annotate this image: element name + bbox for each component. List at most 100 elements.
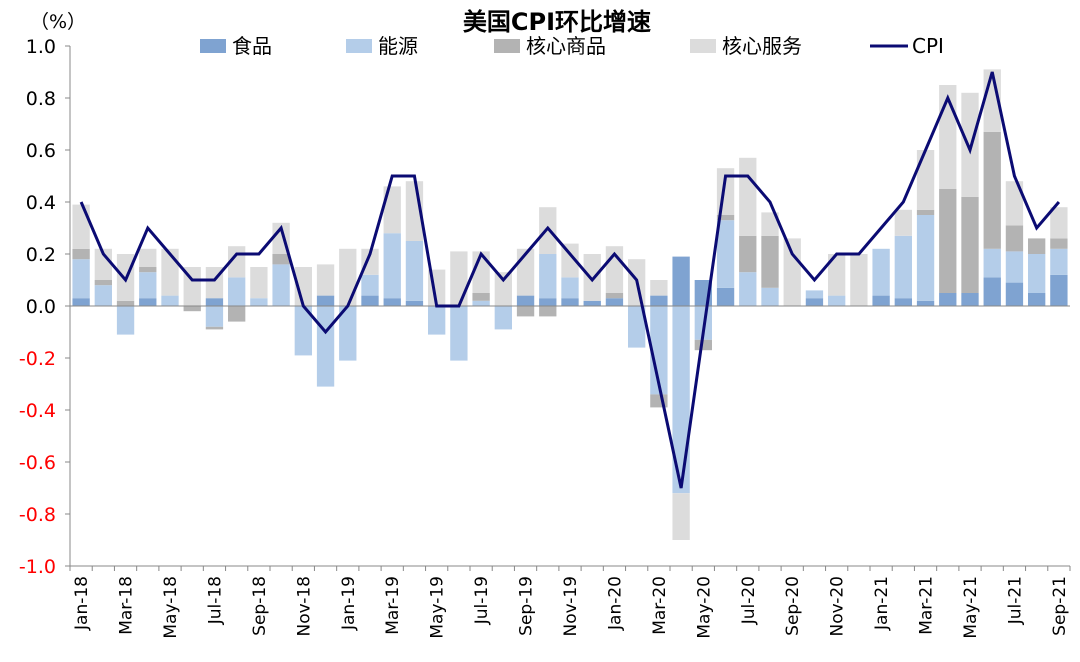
legend-label-食品: 食品	[232, 34, 272, 58]
bar-May-19-能源	[428, 306, 446, 335]
bar-Jul-21-核心商品	[1005, 225, 1024, 252]
bar-Feb-21-核心服务	[894, 209, 912, 236]
y-tick-label: 0.0	[26, 296, 56, 318]
bar-Dec-20-核心服务	[850, 254, 868, 306]
y-tick-label: 0.6	[26, 140, 56, 162]
bar-Nov-19-核心服务	[561, 243, 579, 278]
bar-Jun-21-食品	[983, 277, 1001, 306]
bar-Jan-20-食品	[605, 298, 624, 306]
bar-Feb-18-能源	[94, 285, 112, 306]
bar-Jul-18-能源	[205, 306, 224, 327]
bar-Mar-20-能源	[650, 306, 668, 395]
legend-label-核心服务: 核心服务	[722, 34, 802, 58]
bar-Jan-21-食品	[872, 295, 890, 306]
bar-Oct-19-食品	[539, 298, 557, 306]
bar-Sep-21-核心服务	[1050, 207, 1068, 239]
legend-swatch-食品	[200, 39, 226, 53]
bar-Apr-21-食品	[939, 293, 957, 306]
bar-Mar-18-核心商品	[116, 300, 135, 306]
bar-Aug-20-能源	[761, 287, 779, 306]
bar-Aug-18-核心商品	[228, 306, 246, 322]
bar-Sep-18-能源	[250, 298, 268, 306]
bar-Jul-18-核心商品	[205, 326, 224, 330]
bar-Oct-20-食品	[805, 298, 824, 306]
bar-Apr-18-核心商品	[139, 267, 157, 273]
bar-May-21-食品	[961, 293, 979, 306]
bar-Feb-21-能源	[894, 235, 912, 299]
legend-swatch-核心服务	[690, 39, 716, 53]
x-tick-label: Sep-20	[783, 576, 803, 636]
bar-Feb-19-食品	[361, 295, 379, 306]
bar-Nov-19-能源	[561, 277, 579, 299]
bar-Jul-21-能源	[1005, 251, 1024, 283]
x-tick-label: May-20	[694, 576, 714, 639]
bar-Sep-19-核心商品	[516, 306, 535, 317]
bar-Aug-19-能源	[494, 306, 512, 330]
bar-Jun-19-核心服务	[450, 251, 468, 306]
x-tick-label: Jan-21	[872, 576, 892, 631]
bar-Jun-21-核心商品	[983, 131, 1001, 249]
bar-Jan-21-能源	[872, 248, 890, 296]
bar-Feb-19-能源	[361, 274, 379, 296]
x-tick-label: Mar-18	[117, 576, 137, 635]
bar-Oct-19-核心商品	[539, 306, 557, 317]
bar-Aug-21-食品	[1028, 293, 1046, 306]
bar-Sep-20-核心服务	[783, 238, 801, 306]
bar-Dec-18-食品	[316, 295, 335, 306]
legend-label-能源: 能源	[378, 34, 418, 58]
legend-label-核心商品: 核心商品	[526, 34, 606, 58]
bar-Jan-18-核心服务	[72, 204, 90, 249]
bar-Apr-18-能源	[139, 272, 157, 299]
bar-Jul-20-能源	[739, 272, 757, 306]
bar-Apr-19-能源	[405, 241, 424, 301]
y-tick-label: -1.0	[19, 556, 56, 578]
x-tick-label: Nov-20	[828, 576, 848, 637]
bar-Jul-20-核心服务	[739, 157, 757, 236]
bar-Jul-20-核心商品	[739, 235, 757, 273]
bar-Jul-18-食品	[205, 298, 224, 306]
bar-Sep-19-食品	[516, 295, 535, 306]
bar-Dec-18-能源	[316, 306, 335, 387]
x-tick-label: Jul-21	[1005, 576, 1025, 625]
bar-Aug-19-核心服务	[494, 272, 512, 306]
bar-Nov-18-能源	[294, 306, 312, 356]
bar-Oct-19-能源	[539, 254, 557, 299]
unit-label: （%）	[30, 11, 86, 33]
bar-May-18-能源	[161, 295, 179, 306]
bar-Oct-18-能源	[272, 264, 290, 306]
bar-Apr-18-核心服务	[139, 248, 157, 267]
x-tick-label: Jan-19	[339, 576, 359, 631]
bar-Mar-20-食品	[650, 295, 668, 306]
bar-Jan-18-核心商品	[72, 248, 90, 260]
legend-label-CPI: CPI	[912, 34, 944, 58]
axes-group: 1.0 0.8 0.6 0.4 0.2 0.0 -0.2 -0.4 -0.6 -0.8 -1.0 Ja…	[19, 36, 1071, 639]
bar-Oct-20-能源	[805, 290, 824, 299]
bar-Mar-21-能源	[916, 215, 935, 301]
bar-Aug-18-能源	[228, 277, 246, 306]
legend-swatch-能源	[346, 39, 372, 53]
bar-Mar-19-食品	[383, 298, 401, 306]
bar-May-20-核心商品	[694, 339, 712, 351]
bar-Nov-20-核心服务	[828, 254, 846, 296]
bar-Jan-20-核心商品	[605, 293, 624, 299]
y-tick-label: -0.8	[19, 504, 56, 526]
bar-Dec-18-核心服务	[316, 264, 335, 296]
x-tick-label: Jul-20	[739, 576, 759, 625]
bar-Aug-20-核心服务	[761, 212, 779, 236]
y-tick-label: -0.6	[19, 452, 56, 474]
bar-Feb-18-核心商品	[94, 280, 112, 286]
y-tick-label: 1.0	[26, 36, 56, 58]
cpi-line-group	[79, 71, 1061, 489]
bar-Aug-21-核心商品	[1028, 238, 1046, 254]
x-tick-label: Jul-19	[472, 576, 492, 625]
bar-Jan-18-能源	[72, 259, 90, 299]
bar-Jan-18-食品	[72, 298, 90, 306]
bar-Sep-18-核心服务	[250, 267, 268, 299]
bars-group	[72, 69, 1068, 540]
bar-Apr-21-核心商品	[939, 189, 957, 293]
bar-Apr-20-核心服务	[672, 493, 690, 540]
y-tick-label: 0.2	[26, 244, 56, 266]
bar-Mar-20-核心服务	[650, 280, 668, 296]
x-tick-label: Mar-21	[917, 576, 937, 635]
x-tick-label: Sep-21	[1050, 576, 1070, 636]
